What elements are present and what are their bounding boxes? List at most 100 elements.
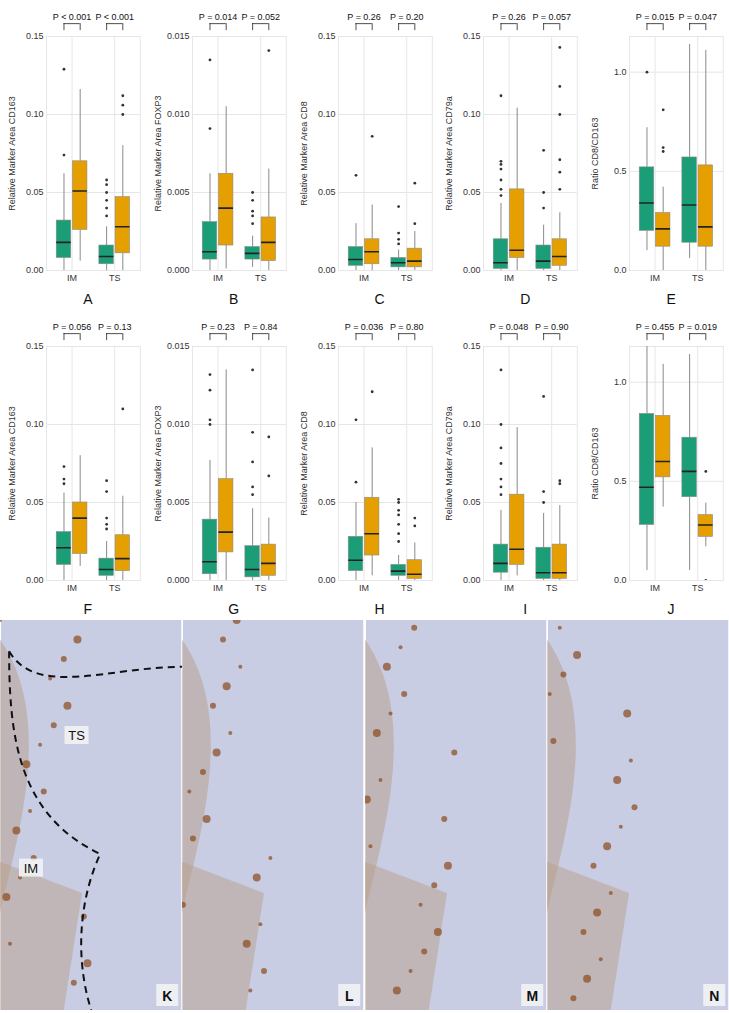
svg-text:0.15: 0.15 (26, 31, 43, 41)
svg-text:TS: TS (109, 273, 120, 283)
svg-text:P = 0.036: P = 0.036 (344, 322, 383, 332)
svg-text:0.10: 0.10 (26, 109, 43, 119)
html-text:D: D (520, 291, 531, 307)
html-text:G: G (228, 601, 240, 617)
svg-text:Ratio CD8/CD163: Ratio CD8/CD163 (590, 428, 600, 500)
svg-text:0.10: 0.10 (318, 419, 336, 429)
svg-text:P < 0.001: P < 0.001 (95, 12, 134, 22)
svg-text:0.5: 0.5 (614, 476, 627, 486)
svg-text:TS: TS (255, 583, 266, 593)
svg-text:0.00: 0.00 (26, 575, 43, 585)
svg-text:P = 0.056: P = 0.056 (53, 322, 92, 332)
svg-text:TS: TS (401, 273, 412, 283)
svg-text:0.0: 0.0 (614, 575, 627, 585)
svg-text:0.10: 0.10 (26, 419, 43, 429)
svg-text:TS: TS (692, 273, 703, 283)
svg-text:0.000: 0.000 (167, 265, 189, 275)
svg-text:P = 0.13: P = 0.13 (98, 322, 132, 332)
svg-text:IM: IM (650, 273, 660, 283)
svg-text:P = 0.019: P = 0.019 (679, 322, 718, 332)
svg-text:0.5: 0.5 (614, 166, 627, 176)
html-text:A: A (83, 291, 93, 307)
svg-text:TS: TS (255, 273, 266, 283)
svg-text:TS: TS (546, 273, 557, 283)
svg-text:0.10: 0.10 (318, 109, 336, 119)
svg-text:P = 0.20: P = 0.20 (390, 12, 424, 22)
svg-text:IM: IM (359, 273, 369, 283)
svg-text:IM: IM (504, 273, 514, 283)
svg-text:0.00: 0.00 (463, 265, 481, 275)
svg-text:TS: TS (546, 583, 557, 593)
html-text:H: H (374, 601, 385, 617)
svg-text:0.05: 0.05 (318, 497, 336, 507)
svg-text:0.10: 0.10 (463, 419, 481, 429)
svg-text:0.00: 0.00 (318, 265, 336, 275)
svg-text:M: M (526, 988, 538, 1004)
svg-text:Relative Marker Area CD79a: Relative Marker Area CD79a (444, 406, 454, 520)
svg-text:0.0: 0.0 (614, 265, 627, 275)
svg-text:0.15: 0.15 (463, 341, 481, 351)
svg-text:0.05: 0.05 (463, 497, 481, 507)
svg-text:P = 0.26: P = 0.26 (347, 12, 381, 22)
svg-text:P = 0.052: P = 0.052 (241, 12, 280, 22)
svg-text:IM: IM (67, 583, 77, 593)
svg-text:0.005: 0.005 (167, 497, 189, 507)
svg-text:0.05: 0.05 (463, 187, 481, 197)
svg-text:Relative Marker Area FOXP3: Relative Marker Area FOXP3 (153, 406, 163, 522)
svg-text:0.15: 0.15 (318, 341, 336, 351)
svg-text:P = 0.84: P = 0.84 (244, 322, 278, 332)
svg-text:Relative Marker Area CD163: Relative Marker Area CD163 (7, 96, 17, 210)
svg-text:P < 0.001: P < 0.001 (53, 12, 92, 22)
svg-text:IM: IM (213, 583, 223, 593)
svg-text:0.15: 0.15 (318, 31, 336, 41)
svg-text:IM: IM (67, 273, 77, 283)
svg-text:0.015: 0.015 (167, 341, 189, 351)
svg-text:K: K (162, 988, 172, 1004)
svg-text:Relative Marker Area CD163: Relative Marker Area CD163 (7, 406, 17, 520)
svg-text:1.0: 1.0 (614, 67, 627, 77)
html-text:B: B (229, 291, 239, 307)
svg-text:0.05: 0.05 (26, 187, 43, 197)
svg-text:0.10: 0.10 (463, 109, 481, 119)
svg-text:IM: IM (504, 583, 514, 593)
svg-text:TS: TS (109, 583, 120, 593)
svg-text:1.0: 1.0 (614, 377, 627, 387)
svg-text:Ratio CD8/CD163: Ratio CD8/CD163 (590, 118, 600, 190)
svg-text:P = 0.80: P = 0.80 (390, 322, 424, 332)
svg-text:IM: IM (650, 583, 660, 593)
svg-text:0.05: 0.05 (26, 497, 43, 507)
svg-text:0.00: 0.00 (26, 265, 43, 275)
svg-text:0.010: 0.010 (167, 109, 189, 119)
svg-text:IM: IM (359, 583, 369, 593)
svg-text:P = 0.048: P = 0.048 (490, 322, 529, 332)
svg-text:TS: TS (401, 583, 412, 593)
svg-text:Relative Marker Area CD8: Relative Marker Area CD8 (298, 411, 308, 515)
svg-text:N: N (709, 988, 719, 1004)
svg-text:IM: IM (24, 861, 38, 876)
svg-text:0.010: 0.010 (167, 419, 189, 429)
html-text:C: C (374, 291, 385, 307)
svg-text:0.00: 0.00 (463, 575, 481, 585)
svg-text:0.05: 0.05 (318, 187, 336, 197)
svg-text:0.15: 0.15 (463, 31, 481, 41)
svg-text:TS: TS (68, 728, 85, 743)
svg-text:P = 0.014: P = 0.014 (199, 12, 238, 22)
svg-text:Relative Marker Area FOXP3: Relative Marker Area FOXP3 (153, 96, 163, 212)
svg-text:P = 0.057: P = 0.057 (533, 12, 572, 22)
svg-text:Relative Marker Area CD79a: Relative Marker Area CD79a (444, 96, 454, 210)
svg-text:P = 0.90: P = 0.90 (535, 322, 569, 332)
svg-text:0.005: 0.005 (167, 187, 189, 197)
svg-text:0.00: 0.00 (318, 575, 336, 585)
svg-text:Relative Marker Area CD8: Relative Marker Area CD8 (298, 101, 308, 205)
svg-text:L: L (345, 988, 354, 1004)
svg-text:0.15: 0.15 (26, 341, 43, 351)
svg-text:P = 0.015: P = 0.015 (636, 12, 675, 22)
svg-text:P = 0.047: P = 0.047 (679, 12, 718, 22)
svg-text:IM: IM (213, 273, 223, 283)
svg-text:0.000: 0.000 (167, 575, 189, 585)
svg-text:TS: TS (692, 583, 703, 593)
svg-text:P = 0.23: P = 0.23 (201, 322, 235, 332)
svg-text:0.015: 0.015 (167, 31, 189, 41)
svg-text:P = 0.26: P = 0.26 (493, 12, 527, 22)
svg-text:P = 0.455: P = 0.455 (636, 322, 675, 332)
